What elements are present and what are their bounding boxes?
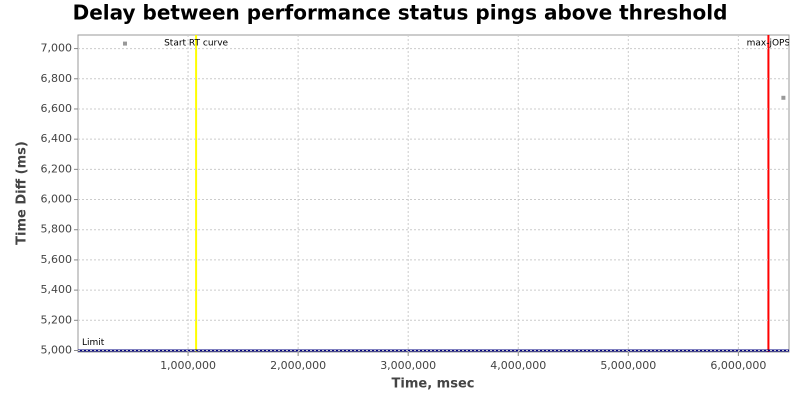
- x-tick-label: 3,000,000: [380, 359, 436, 372]
- marker-label: Start RT curve: [164, 39, 228, 49]
- y-tick-label: 6,000: [41, 193, 73, 206]
- y-tick-label: 6,600: [41, 102, 73, 115]
- x-axis-label: Time, msec: [392, 377, 475, 392]
- x-tick-label: 1,000,000: [160, 359, 216, 372]
- x-tick-label: 4,000,000: [490, 359, 546, 372]
- y-tick-label: 5,000: [41, 343, 73, 356]
- y-tick-label: 5,600: [41, 253, 73, 266]
- y-tick-label: 6,200: [41, 162, 73, 175]
- y-tick-label: 6,400: [41, 132, 73, 145]
- plot-area: [77, 34, 790, 353]
- x-tick-label: 5,000,000: [600, 359, 656, 372]
- marker-label: Limit: [82, 338, 105, 348]
- y-tick-label: 5,800: [41, 223, 73, 236]
- point: [122, 41, 127, 46]
- y-tick-label: 5,200: [41, 313, 73, 326]
- y-axis-label: Time Diff (ms): [15, 141, 30, 245]
- y-tick-label: 5,400: [41, 283, 73, 296]
- y-tick-label: 6,800: [41, 72, 73, 85]
- x-tick-label: 2,000,000: [270, 359, 326, 372]
- marker-label: max-jOPS: [747, 39, 791, 49]
- chart-title: Delay between performance status pings a…: [73, 1, 728, 25]
- point: [781, 95, 786, 100]
- y-tick-label: 7,000: [41, 42, 73, 55]
- x-tick-label: 6,000,000: [710, 359, 766, 372]
